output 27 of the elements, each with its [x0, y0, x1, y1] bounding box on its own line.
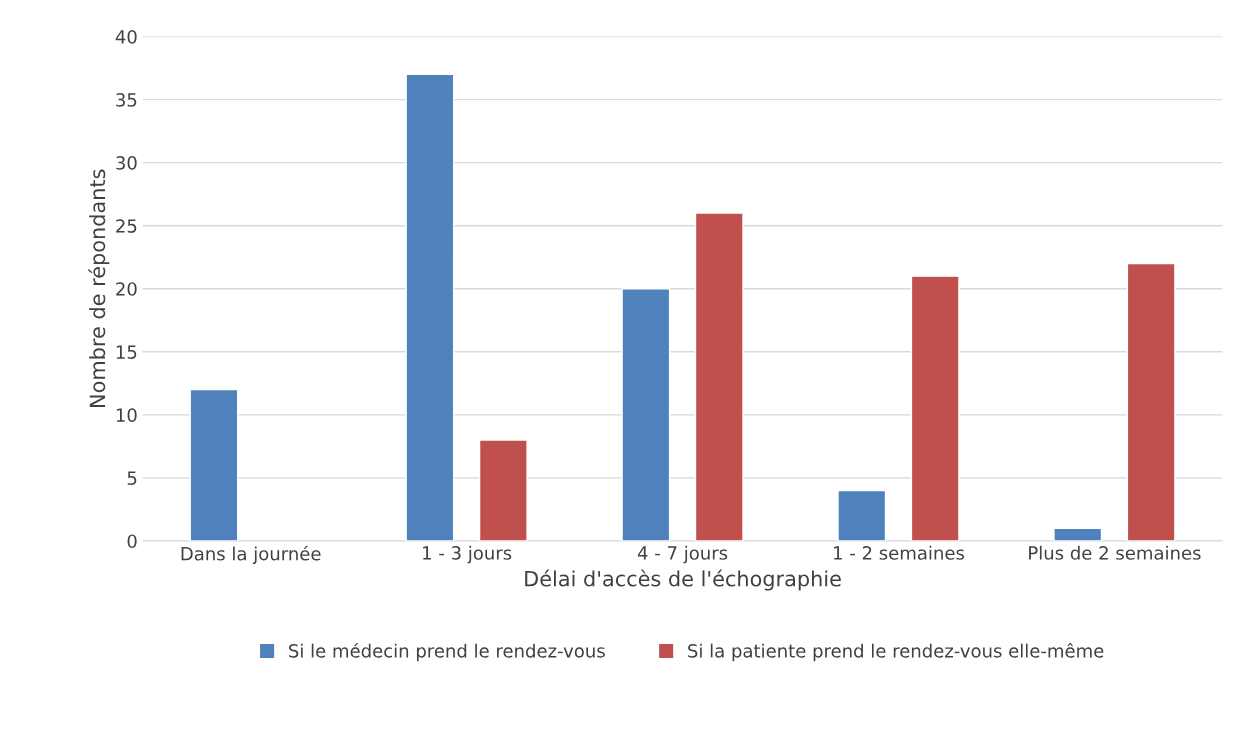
- y-tick-label: 30: [116, 156, 137, 170]
- y-tick-label: 0: [127, 534, 137, 549]
- bar: [837, 489, 887, 541]
- bar: [621, 288, 671, 541]
- y-axis-title: Nombre de répondants: [88, 169, 110, 407]
- y-tick-label: 35: [116, 93, 137, 107]
- x-tick-label: 1 - 3 jours: [423, 545, 512, 564]
- legend-label: Si la patiente prend le rendez-vous elle-même: [688, 642, 1104, 662]
- bar: [478, 439, 528, 541]
- x-tick-label: 4 - 7 jours: [637, 545, 728, 564]
- bar: [1053, 527, 1103, 541]
- y-tick-label: 5: [127, 471, 137, 486]
- legend-label: Si le médecin prend le rendez-vous: [289, 642, 605, 662]
- bar: [694, 212, 744, 541]
- x-tick-label: 1 - 2 semaines: [834, 545, 965, 560]
- bar: [910, 275, 960, 541]
- bar: [189, 388, 239, 541]
- bar: [405, 73, 455, 541]
- y-tick-label: 10: [116, 408, 137, 422]
- y-tick-label: 25: [116, 219, 137, 233]
- y-tick-label: 15: [116, 345, 137, 359]
- y-tick-label: 20: [116, 282, 137, 296]
- x-tick-label: Plus de 2 semaines: [1029, 545, 1201, 560]
- x-tick-label: Dans la journée: [181, 545, 321, 564]
- bar: [1126, 262, 1176, 541]
- x-axis-title: Délai d'accès de l'échographie: [525, 569, 841, 591]
- y-tick-label: 40: [115, 30, 137, 44]
